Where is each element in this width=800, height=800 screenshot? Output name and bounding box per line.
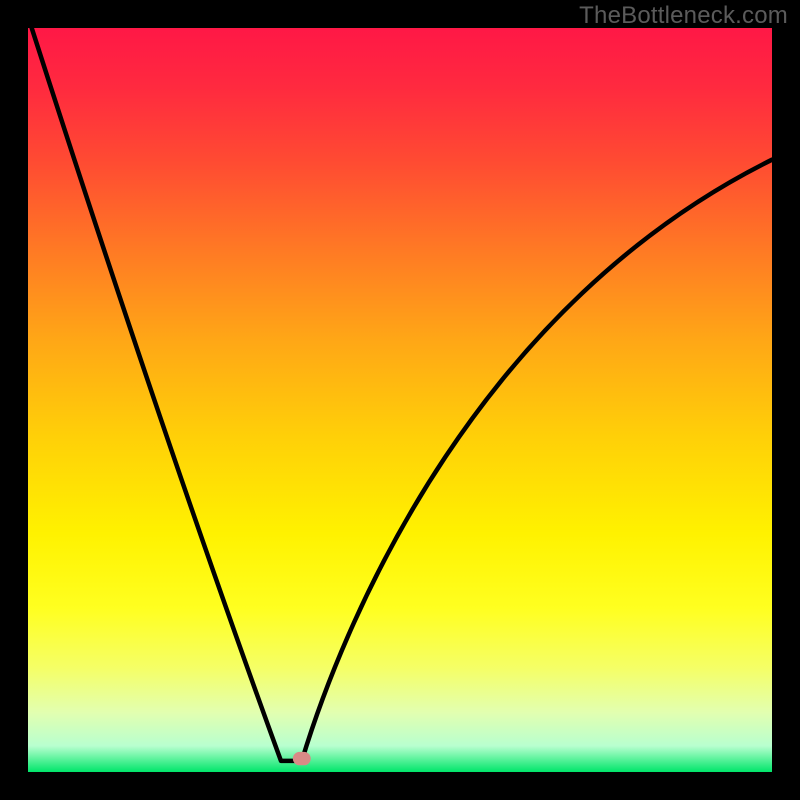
bottleneck-chart xyxy=(28,28,772,772)
chart-svg xyxy=(28,28,772,772)
optimal-point-marker xyxy=(293,752,311,765)
chart-frame: TheBottleneck.com xyxy=(0,0,800,800)
gradient-background xyxy=(28,28,772,772)
watermark-text: TheBottleneck.com xyxy=(579,2,788,30)
